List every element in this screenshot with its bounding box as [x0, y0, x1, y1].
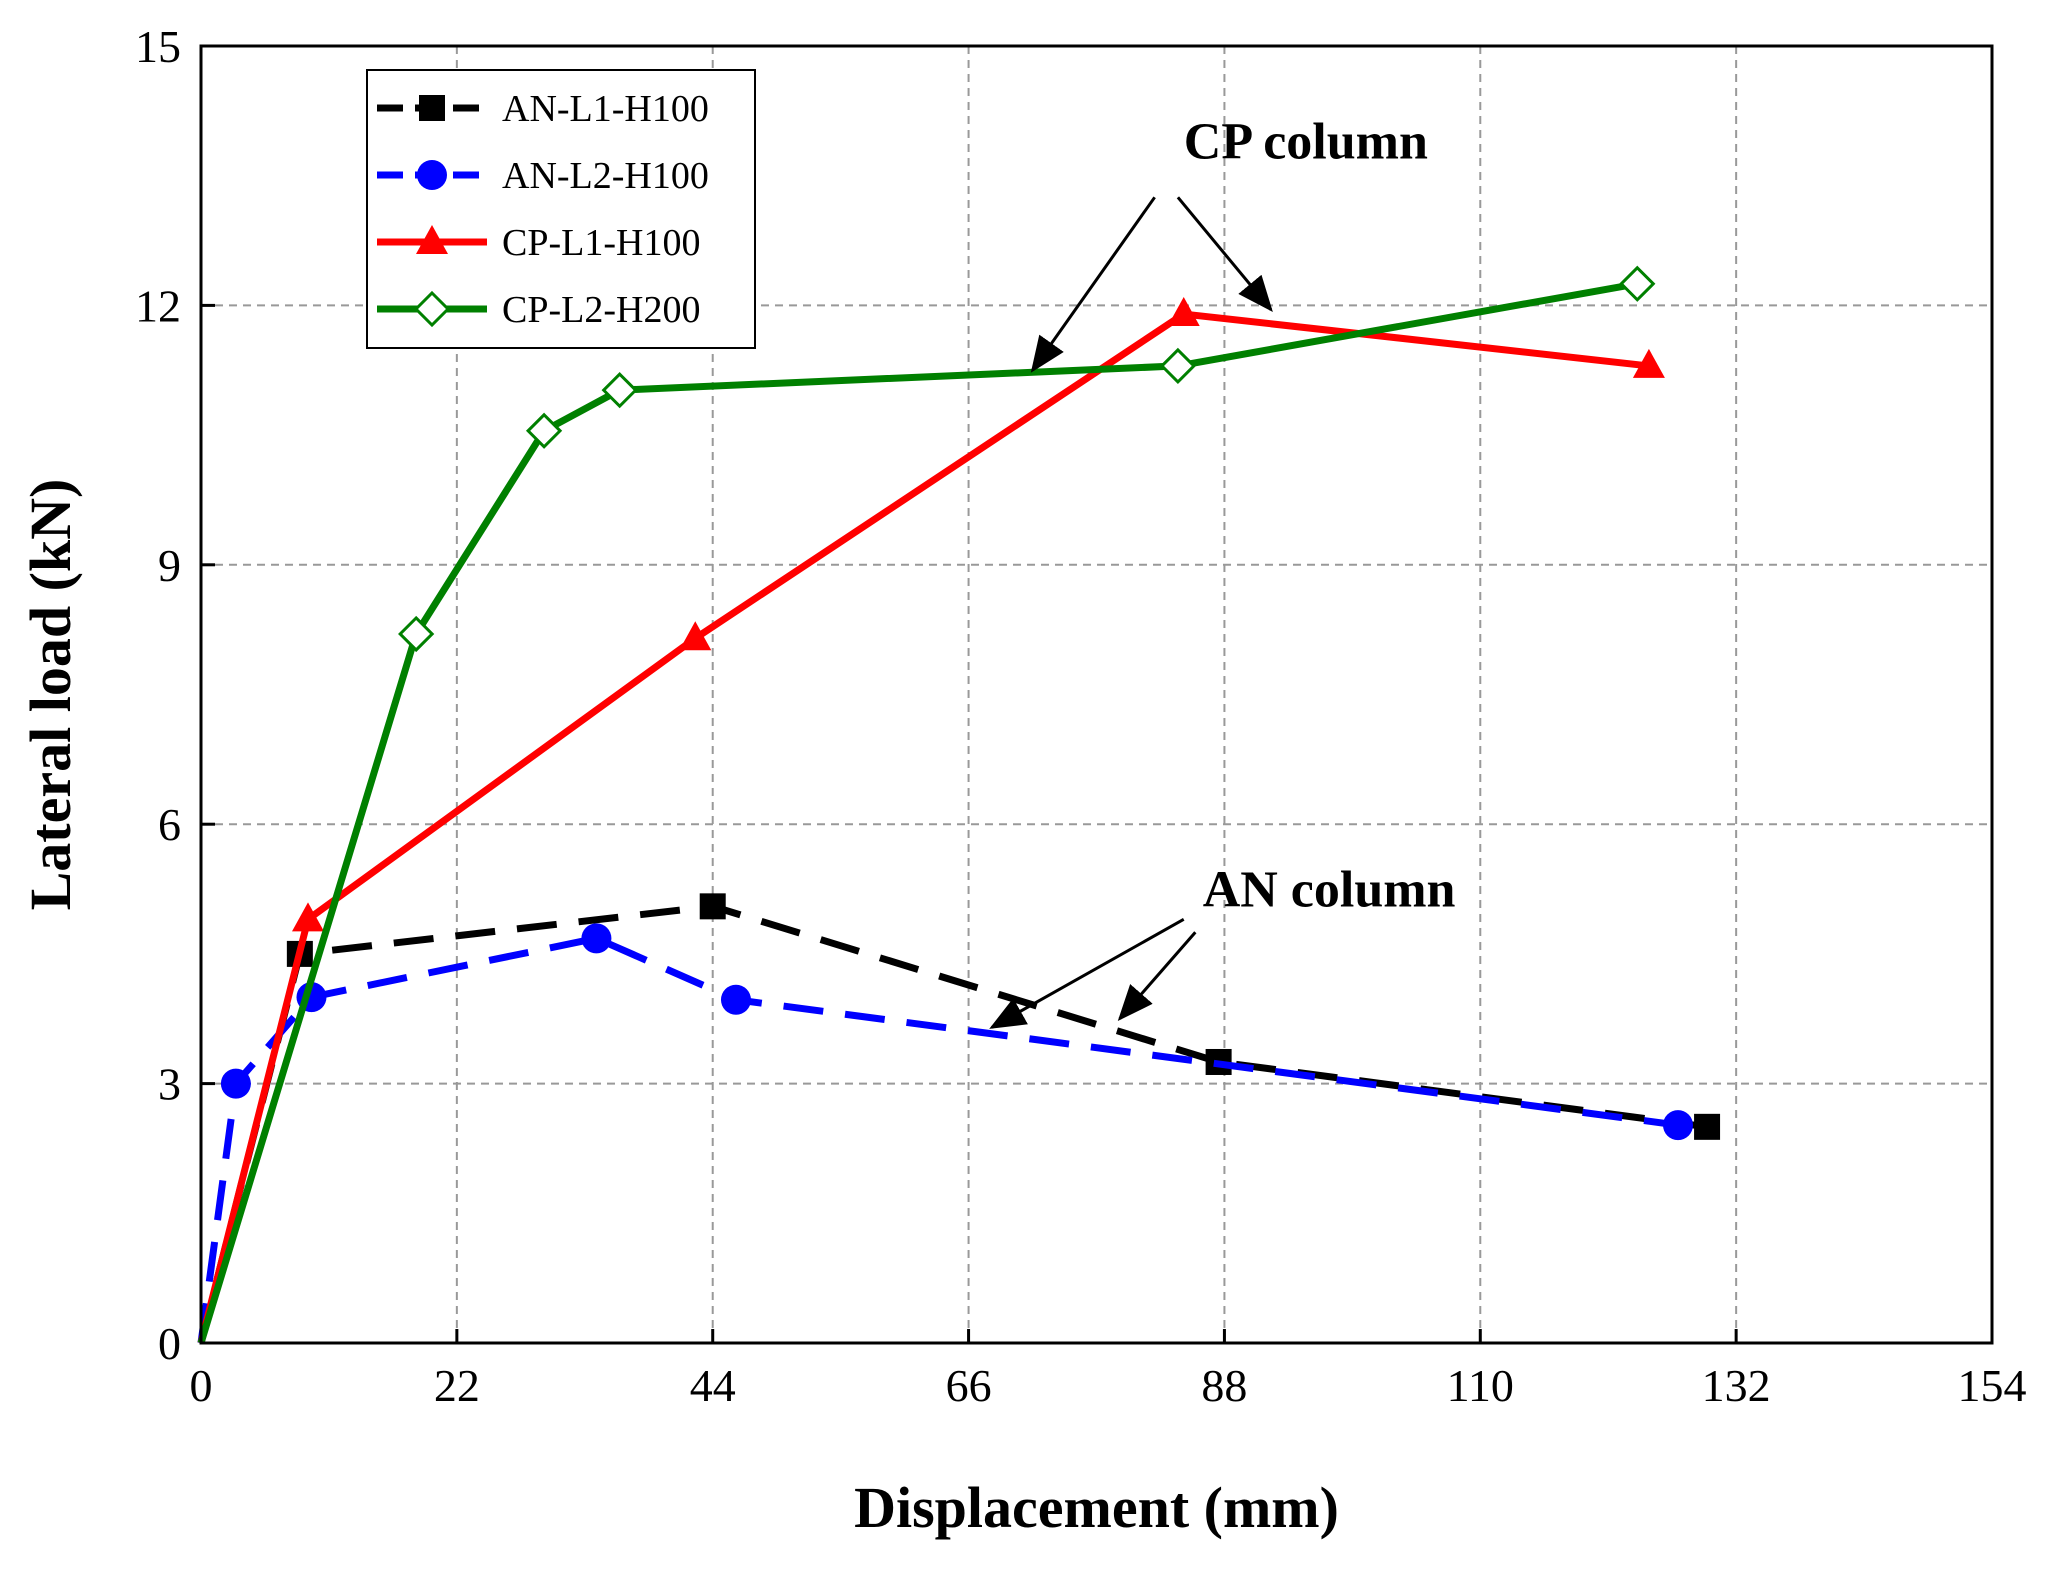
data-point: [419, 95, 445, 121]
data-point: [291, 902, 324, 932]
data-point: [1632, 348, 1665, 378]
annotation-arrow: [1030, 196, 1156, 373]
legend-item: CP-L1-H100: [377, 222, 700, 264]
series-an-l1-h100: [197, 893, 1721, 1344]
data-point: [220, 1068, 251, 1099]
legend-item: AN-L2-H100: [377, 155, 709, 197]
x-tick-label: 22: [434, 1360, 480, 1411]
y-tick-label: 0: [158, 1318, 181, 1369]
data-point: [679, 621, 712, 651]
series-layer: [197, 265, 1721, 1345]
data-point: [1694, 1113, 1721, 1140]
legend-label: AN-L1-H100: [502, 88, 709, 130]
data-point: [720, 984, 751, 1015]
data-point: [1662, 1110, 1693, 1141]
data-point: [416, 225, 448, 254]
annotation-arrow: [989, 918, 1185, 1029]
annotation-1: AN column: [989, 861, 1456, 1029]
annotation-label: CP column: [1184, 113, 1428, 170]
annotation-0: CP column: [1030, 113, 1428, 373]
data-point: [699, 893, 726, 920]
plot-frame: [199, 44, 1994, 1345]
series-an-l2-h100: [197, 923, 1693, 1344]
x-tick-label: 88: [1201, 1360, 1247, 1411]
y-tick-label: 6: [158, 799, 181, 850]
data-point: [581, 923, 612, 954]
series-cp-l2-h200: [197, 265, 1656, 1345]
legend-label: AN-L2-H100: [502, 155, 709, 197]
legend-item: AN-L1-H100: [377, 88, 709, 130]
legend-label: CP-L1-H100: [502, 222, 700, 264]
data-point: [525, 412, 563, 449]
x-tick-label: 154: [1958, 1360, 2027, 1411]
series-line: [197, 280, 1638, 1345]
x-tick-label: 66: [946, 1360, 992, 1411]
data-point: [1167, 297, 1200, 327]
data-point: [417, 160, 447, 190]
y-axis-title: Lateral load (kN): [18, 479, 83, 911]
annotations: CP column AN column: [989, 113, 1456, 1029]
x-axis-title: Displacement (mm): [854, 1475, 1339, 1540]
annotation-arrow: [1117, 931, 1197, 1022]
series-line: [197, 934, 1679, 1344]
x-tick-label: 132: [1702, 1360, 1771, 1411]
series-line: [197, 310, 1650, 1344]
series-cp-l1-h100: [197, 297, 1665, 1344]
axes: 0 22 44 66 88 110 132 154 0 3 6 9 12 15: [135, 21, 2027, 1411]
data-point: [601, 372, 638, 409]
y-tick-label: 15: [135, 21, 181, 72]
annotation-label: AN column: [1203, 861, 1456, 918]
x-tick-label: 110: [1447, 1360, 1514, 1411]
data-point: [1159, 347, 1197, 385]
annotation-arrow: [1176, 196, 1273, 313]
legend-item: CP-L2-H200: [377, 289, 700, 331]
x-tick-label: 44: [690, 1360, 736, 1411]
y-tick-label: 12: [135, 280, 181, 331]
legend: AN-L1-H100 AN-L2-H100 CP-L1-H100 CP-L2-H200: [366, 69, 756, 349]
y-tick-label: 9: [158, 540, 181, 591]
data-point: [398, 615, 435, 653]
data-point: [1619, 265, 1656, 302]
x-tick-label: 0: [190, 1360, 213, 1411]
legend-label: CP-L2-H200: [502, 289, 700, 331]
y-tick-label: 3: [158, 1059, 181, 1110]
data-point: [413, 290, 451, 328]
